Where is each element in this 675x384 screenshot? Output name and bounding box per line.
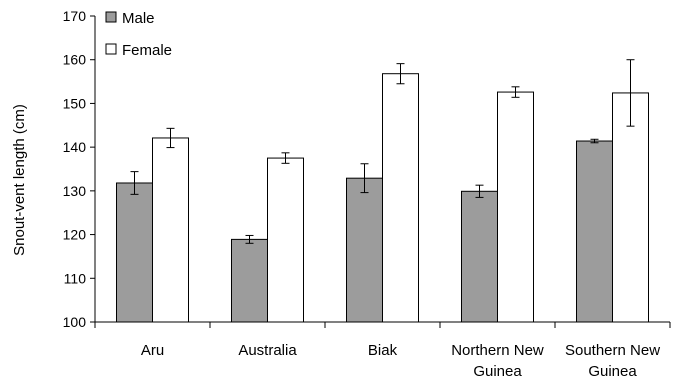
x-category-label: Australia (238, 342, 297, 359)
bar-male (461, 190, 498, 323)
y-tick-label: 130 (63, 183, 87, 199)
legend-swatch-male (105, 11, 117, 23)
bar-female (612, 92, 649, 323)
y-tick-label: 120 (63, 227, 87, 243)
x-category-label: Guinea (588, 363, 637, 380)
x-category-label: Aru (141, 342, 164, 359)
bar-female (267, 157, 304, 323)
legend-swatch-female (105, 43, 117, 55)
bar-male (231, 238, 268, 323)
y-tick-label: 170 (63, 8, 87, 24)
y-axis: 100 110 120 130 140 150 160 170 (63, 8, 96, 330)
error-bars (130, 59, 635, 244)
bar-female (497, 91, 534, 323)
y-tick-label: 150 (63, 95, 87, 111)
legend-label-female: Female (122, 42, 172, 59)
legend: Male Female (105, 10, 172, 59)
bars (116, 73, 649, 323)
x-category-label: Northern New (451, 342, 544, 359)
x-category-label: Biak (368, 342, 398, 359)
y-axis-title: Snout-vent length (cm) (11, 104, 28, 256)
y-tick-label: 160 (63, 52, 87, 68)
y-tick-label: 140 (63, 139, 87, 155)
x-axis: Aru Australia Biak Northern New Guinea Southe… (94, 321, 671, 380)
y-tick-label: 110 (64, 270, 87, 286)
bar-male (346, 177, 383, 323)
bar-female (382, 73, 419, 323)
y-tick-label: 100 (63, 314, 87, 330)
x-category-label: Guinea (473, 363, 522, 380)
bar-male (576, 140, 613, 323)
bar-female (152, 137, 189, 323)
bar-male (116, 182, 153, 323)
legend-label-male: Male (122, 10, 155, 27)
x-category-label: Southern New (565, 342, 660, 359)
